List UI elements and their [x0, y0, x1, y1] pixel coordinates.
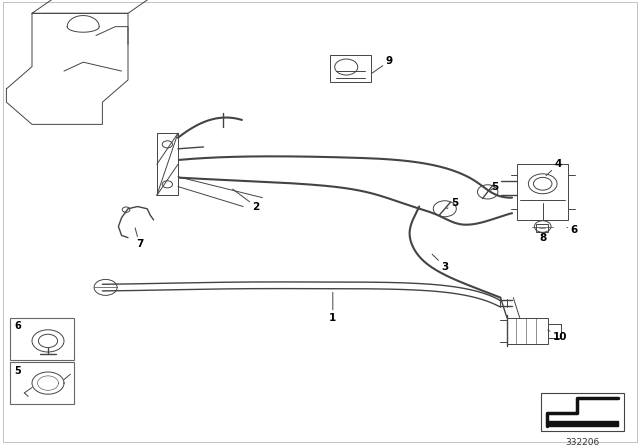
Text: 2: 2 — [232, 189, 260, 211]
Text: 5: 5 — [491, 182, 499, 193]
Polygon shape — [547, 421, 618, 426]
Text: 9: 9 — [372, 56, 393, 73]
Text: 4: 4 — [546, 159, 562, 176]
Text: 332206: 332206 — [565, 438, 600, 447]
Text: 8: 8 — [539, 233, 547, 243]
Text: 7: 7 — [135, 228, 143, 249]
Text: 6: 6 — [15, 321, 22, 331]
Text: 10: 10 — [548, 330, 567, 342]
Text: 5: 5 — [447, 198, 458, 209]
Text: 1: 1 — [329, 293, 337, 323]
Text: 5: 5 — [15, 366, 22, 375]
Text: 3: 3 — [432, 254, 449, 271]
Text: 6: 6 — [567, 225, 578, 235]
